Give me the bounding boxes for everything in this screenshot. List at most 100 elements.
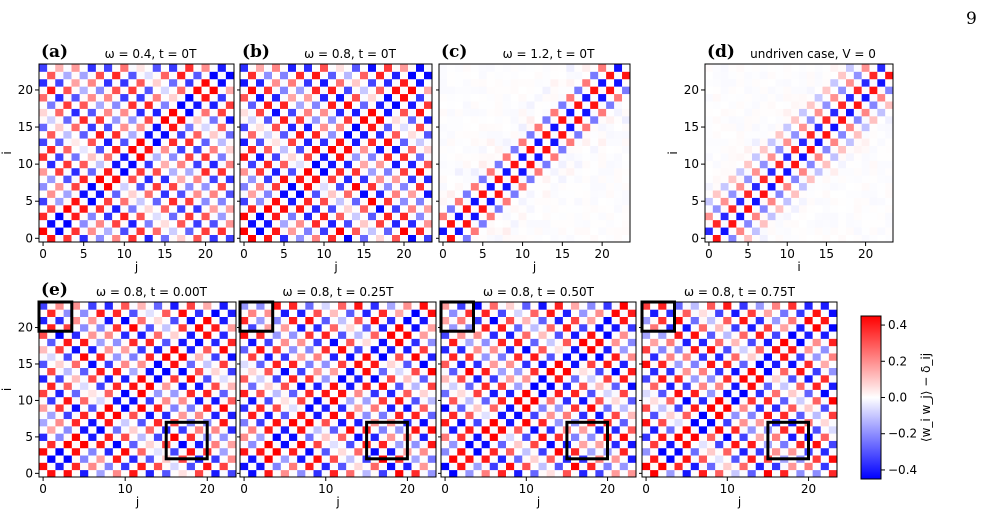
heatmap-cell — [88, 396, 97, 405]
heatmap-cell — [63, 404, 73, 412]
heatmap-cell — [305, 425, 314, 434]
heatmap-cell — [606, 227, 615, 235]
heatmap-cell — [622, 175, 631, 184]
heatmap-cell — [320, 86, 329, 95]
heatmap-cell — [877, 153, 886, 161]
heatmap-cell — [55, 367, 65, 376]
heatmap-cell — [162, 389, 171, 398]
heatmap-cell — [497, 302, 507, 310]
heatmap-cell — [720, 153, 729, 161]
heatmap-cell — [177, 86, 186, 95]
heatmap-cell — [806, 219, 816, 228]
heatmap-cell — [554, 316, 564, 325]
heatmap-cell — [209, 234, 219, 243]
heatmap-cell — [152, 153, 162, 161]
heatmap-cell — [248, 331, 257, 339]
heatmap-cell — [736, 115, 745, 124]
heatmap-cell — [514, 411, 523, 420]
heatmap-cell — [225, 64, 235, 72]
heatmap-cell — [162, 302, 171, 310]
heatmap-cell — [55, 404, 65, 412]
heatmap-cell — [272, 440, 282, 449]
heatmap-cell — [478, 108, 488, 117]
heatmap-cell — [376, 197, 385, 206]
heatmap-cell — [272, 182, 281, 191]
heatmap-cell — [502, 234, 512, 243]
heatmap-cell — [606, 167, 615, 176]
heatmap-cell — [558, 160, 567, 169]
heatmap-cell — [170, 462, 179, 471]
heatmap-cell — [400, 115, 409, 124]
heatmap-cell — [595, 360, 604, 369]
heatmap-cell — [152, 86, 162, 95]
heatmap-cell — [79, 145, 89, 154]
heatmap-cell — [272, 138, 281, 146]
heatmap-cell — [47, 396, 56, 405]
heatmap-cell — [136, 160, 146, 169]
heatmap-cell — [690, 469, 700, 478]
heatmap-cell — [838, 160, 847, 169]
heatmap-cell — [494, 130, 504, 139]
x-tick-label: 0 — [439, 247, 447, 261]
heatmap-cell — [312, 219, 321, 228]
heatmap-cell — [400, 130, 409, 139]
heatmap-cell — [312, 227, 321, 235]
heatmap-cell — [723, 374, 732, 383]
heatmap-cell — [95, 167, 105, 176]
heatmap-cell — [598, 197, 607, 206]
heatmap-cell — [554, 411, 564, 420]
heatmap-cell — [812, 382, 822, 390]
heatmap-cell — [658, 309, 667, 317]
heatmap-cell — [55, 64, 64, 72]
heatmap-cell — [478, 130, 488, 139]
heatmap-cell — [47, 86, 56, 95]
heatmap-cell — [288, 64, 297, 72]
heatmap-cell — [313, 425, 323, 434]
heatmap-cell — [598, 182, 607, 191]
heatmap-cell — [838, 145, 847, 154]
heatmap-cell — [885, 130, 894, 139]
heatmap-cell — [80, 353, 89, 361]
heatmap-cell — [47, 323, 56, 332]
heatmap-cell — [411, 418, 421, 427]
heatmap-cell — [804, 323, 814, 332]
heatmap-cell — [877, 86, 886, 95]
heatmap-cell — [767, 204, 776, 213]
heatmap-cell — [160, 138, 170, 146]
heatmap-cell — [522, 404, 531, 412]
heatmap-cell — [312, 204, 321, 213]
page-number: 9 — [966, 9, 977, 29]
heatmap-cell — [739, 338, 749, 347]
heatmap-cell — [658, 425, 667, 434]
heatmap-cell — [47, 374, 56, 383]
heatmap-cell — [796, 302, 805, 310]
heatmap-cell — [650, 396, 659, 405]
heatmap-cell — [571, 309, 580, 317]
heatmap-cell — [830, 227, 839, 235]
heatmap-cell — [587, 345, 596, 354]
heatmap-cell — [427, 338, 437, 347]
heatmap-cell — [728, 175, 737, 184]
heatmap-cell — [248, 316, 257, 325]
heatmap-cell — [312, 64, 321, 72]
heatmap-cell — [193, 227, 202, 235]
heatmap-cell — [104, 389, 114, 398]
heatmap-cell — [534, 204, 543, 213]
heatmap-cell — [562, 316, 572, 325]
heatmap-cell — [439, 153, 448, 161]
heatmap-cell — [767, 219, 776, 228]
heatmap-cell — [489, 425, 499, 434]
heatmap-cell — [395, 316, 404, 325]
heatmap-cell — [642, 323, 651, 332]
heatmap-cell — [264, 338, 274, 347]
heatmap-cell — [775, 138, 784, 146]
heatmap-cell — [690, 440, 700, 449]
heatmap-cell — [152, 167, 162, 176]
heatmap-cell — [209, 138, 219, 146]
heatmap-cell — [814, 115, 823, 124]
heatmap-cell — [346, 389, 355, 398]
heatmap-cell — [470, 153, 480, 161]
heatmap-cell — [120, 167, 129, 176]
heatmap-cell — [145, 411, 155, 420]
heatmap-cell — [144, 78, 154, 87]
